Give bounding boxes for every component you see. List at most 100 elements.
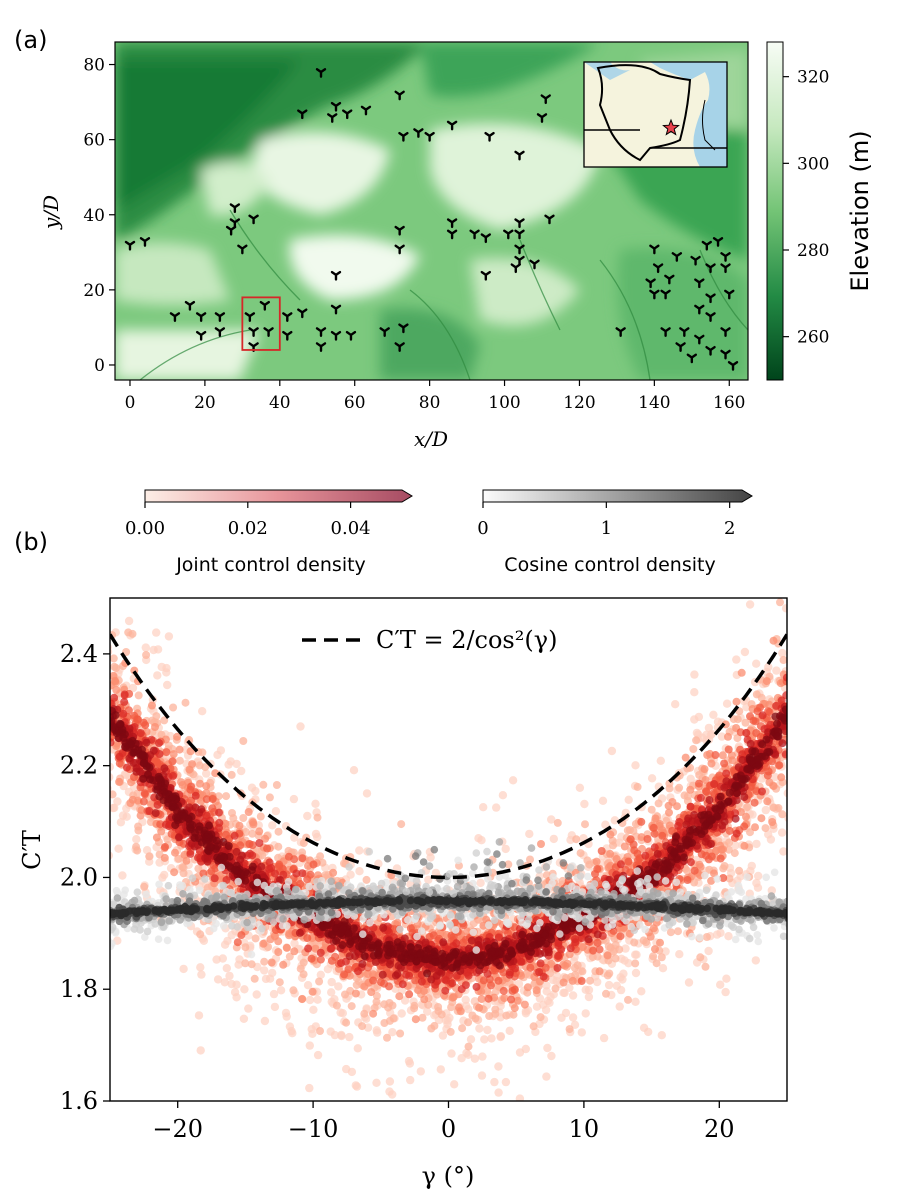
scatter-point [788, 712, 796, 720]
scatter-point [316, 1027, 324, 1035]
scatter-point [272, 781, 281, 789]
turbine-marker [330, 101, 342, 112]
turbine-marker [315, 68, 327, 78]
turbine-marker [398, 131, 409, 142]
scatter-point [500, 994, 509, 1003]
turbine-marker [297, 308, 308, 319]
scatter-point [447, 1049, 456, 1058]
scatter-point [383, 1033, 391, 1042]
scatter-point [259, 780, 268, 789]
scatter-point [195, 761, 204, 770]
colorbar-tick-label: 300 [797, 154, 829, 174]
scatter-point [232, 993, 241, 1002]
scatter-point [338, 1009, 347, 1018]
turbine-marker [675, 342, 686, 352]
scatter-point [541, 1005, 551, 1015]
scatter-point [681, 753, 690, 762]
scatter-point [271, 807, 281, 816]
scatter-point [163, 680, 172, 690]
scatter-point [232, 759, 241, 769]
scatter-point [644, 1027, 653, 1037]
scatter-point [772, 566, 780, 574]
scatter-point [142, 846, 152, 855]
scatter-point [770, 772, 780, 782]
turbine-marker [394, 225, 405, 236]
scatter-point [557, 1187, 565, 1195]
scatter-point [309, 1005, 318, 1014]
scatter-point [581, 1009, 590, 1018]
scatter-point [462, 1001, 471, 1011]
scatter-point [337, 1031, 346, 1041]
turbine-marker [544, 214, 555, 225]
scatter-point [615, 1002, 624, 1011]
scatter-point [288, 1029, 297, 1038]
scatter-point [269, 989, 279, 999]
scatter-point [347, 1067, 357, 1077]
scatter-point [281, 1008, 291, 1018]
scatter-point [424, 875, 433, 884]
scatter-point [466, 1102, 474, 1110]
scatter-point [767, 886, 776, 895]
highlight-box [241, 296, 281, 351]
scatter-point [126, 799, 135, 807]
scatter-point [707, 759, 716, 768]
scatter-point [307, 954, 316, 963]
scatter-point [313, 1050, 323, 1060]
scatter-point [631, 997, 640, 1006]
scatter-point [351, 989, 360, 998]
turbine-marker [660, 289, 671, 300]
turbine-marker [184, 300, 196, 311]
turbine-marker [503, 229, 514, 240]
scatter-point [222, 792, 231, 801]
turbine-markers [124, 68, 739, 371]
scatter-point [777, 828, 787, 837]
scatter-point [336, 1168, 344, 1176]
scatter-point [652, 959, 661, 968]
scatter-point [732, 697, 741, 706]
scatter-point [240, 985, 249, 994]
scatter-point [134, 822, 143, 831]
scatter-point [145, 852, 154, 861]
scatter-point [475, 1024, 484, 1033]
scatter-point [244, 808, 253, 816]
scatter-point [276, 986, 286, 995]
scatter-point [250, 974, 259, 983]
scatter-point [397, 1009, 406, 1018]
scatter-point [406, 1075, 415, 1085]
scatter-point [395, 992, 404, 1001]
scatter-point [711, 751, 720, 759]
scatter-point [400, 996, 410, 1005]
scatter-point [157, 662, 166, 672]
scatter-point [477, 836, 486, 845]
scatter-point [689, 745, 698, 753]
scatter-point [128, 683, 138, 693]
turbine-marker [169, 312, 181, 322]
scatter-point [593, 977, 602, 987]
turbine-marker [330, 330, 342, 341]
scatter-point [128, 629, 137, 638]
scatter-point [181, 698, 190, 707]
scatter-point [724, 732, 732, 741]
scatter-point [475, 1003, 484, 1012]
scatter-point [249, 818, 258, 827]
scatter-point [507, 995, 516, 1004]
scatter-point [777, 773, 786, 782]
scatter-point [637, 987, 646, 996]
scatter-point [683, 876, 692, 884]
turbine-marker [480, 233, 492, 244]
turbine-marker [705, 312, 716, 322]
scatter-point [789, 566, 797, 574]
turbine-marker [229, 218, 241, 229]
scatter-point [496, 1032, 506, 1041]
turbine-marker [686, 353, 698, 364]
turbine-marker [645, 278, 656, 289]
scatter-point [342, 1018, 351, 1027]
scatter-point [239, 814, 248, 822]
scatter-point [624, 795, 633, 804]
colorbar-tick-label: 1 [601, 518, 612, 539]
turbine-marker [248, 214, 259, 225]
scatter-point [647, 774, 657, 783]
scatter-point [233, 938, 242, 947]
scatter-point [196, 1046, 205, 1055]
scatter-point [521, 1044, 530, 1054]
